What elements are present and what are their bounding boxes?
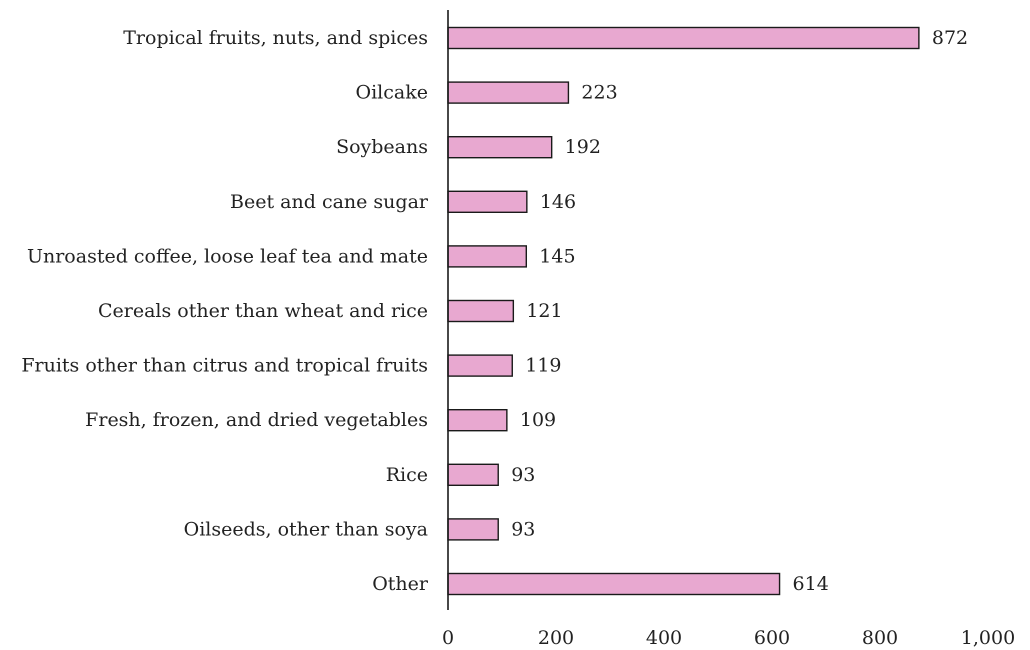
- bar-0: [447, 26, 920, 50]
- value-label-4: 145: [539, 245, 575, 267]
- value-label-2: 192: [565, 136, 601, 158]
- category-label-1: Oilcake: [356, 82, 428, 104]
- bar-9: [447, 518, 499, 541]
- value-label-9: 93: [511, 518, 535, 540]
- value-label-1: 223: [581, 82, 617, 104]
- category-label-10: Other: [372, 573, 429, 595]
- bar-1: [447, 81, 570, 104]
- value-label-7: 109: [520, 409, 556, 431]
- value-label-8: 93: [511, 464, 535, 486]
- bar-2: [447, 135, 553, 159]
- category-label-9: Oilseeds, other than soya: [184, 518, 428, 540]
- x-tick-label-1: 200: [538, 627, 574, 649]
- x-tick-label-2: 400: [646, 627, 682, 649]
- x-tick-label-4: 800: [862, 627, 898, 649]
- category-label-2: Soybeans: [336, 136, 428, 158]
- bar-8: [447, 463, 499, 486]
- x-tick-label-5: 1,000: [961, 627, 1015, 649]
- category-label-0: Tropical fruits, nuts, and spices: [123, 27, 428, 49]
- value-label-3: 146: [540, 191, 576, 213]
- bar-5: [447, 299, 515, 323]
- bar-7: [447, 409, 508, 432]
- category-labels: Tropical fruits, nuts, and spices Oilcake…: [21, 27, 429, 595]
- category-label-3: Beet and cane sugar: [230, 191, 429, 213]
- category-label-5: Cereals other than wheat and rice: [98, 300, 428, 322]
- x-tick-label-0: 0: [442, 627, 454, 649]
- bars-layer: [447, 26, 920, 596]
- category-label-7: Fresh, frozen, and dried vegetables: [85, 409, 428, 431]
- value-labels: 872 223 192 146 145 121 119 109 93 93 614: [511, 27, 968, 595]
- bar-6: [447, 354, 513, 377]
- bar-3: [447, 190, 528, 214]
- category-label-6: Fruits other than citrus and tropical fr…: [21, 355, 428, 377]
- category-label-8: Rice: [386, 464, 428, 486]
- value-label-6: 119: [525, 355, 561, 377]
- x-axis-ticks: 0 200 400 600 800 1,000: [442, 627, 1015, 649]
- bar-10: [447, 572, 781, 596]
- category-label-4: Unroasted coffee, loose leaf tea and mat…: [27, 245, 428, 267]
- bar-4: [447, 245, 528, 268]
- value-label-10: 614: [793, 573, 829, 595]
- value-label-5: 121: [526, 300, 562, 322]
- value-label-0: 872: [932, 27, 968, 49]
- x-tick-label-3: 600: [754, 627, 790, 649]
